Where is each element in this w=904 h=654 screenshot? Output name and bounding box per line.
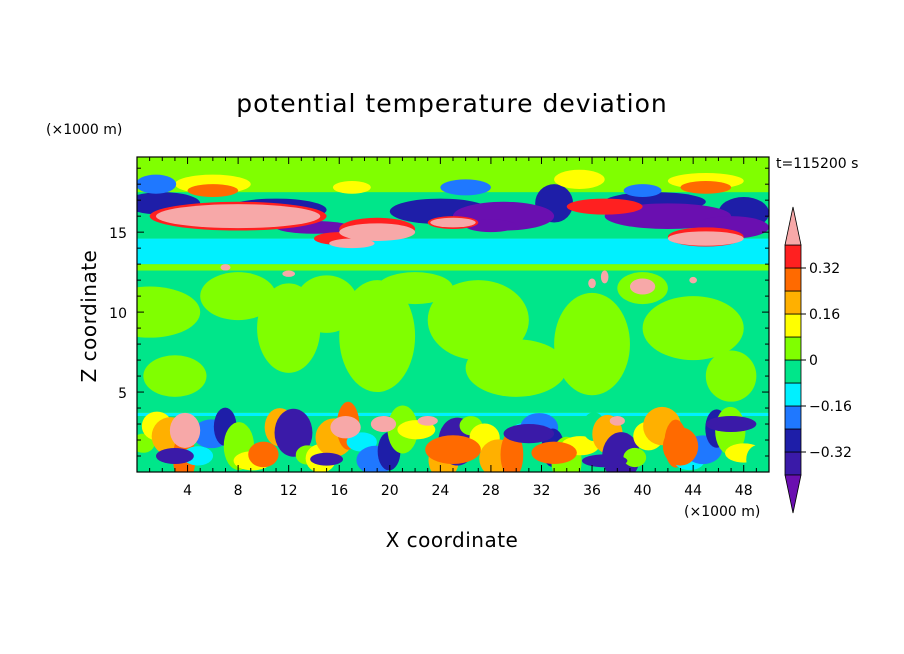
colorbar-label: 0.32 [809, 261, 840, 277]
field-blob [143, 355, 207, 397]
field-blob [330, 416, 361, 439]
field-blob [680, 180, 732, 194]
colorbar-segment [784, 336, 802, 361]
field-blob [377, 272, 453, 305]
field-band [137, 238, 769, 265]
x-tick-label: 12 [280, 483, 298, 499]
field-blob [332, 180, 371, 194]
colorbar-segment [784, 267, 802, 292]
field-blob [282, 270, 295, 277]
colorbar-segment [784, 359, 802, 384]
field-blob [329, 238, 375, 249]
field-blob [689, 276, 697, 284]
colorbar: 0.32 0.16 0 −0.16 −0.32 [784, 206, 852, 514]
field-blob [623, 184, 662, 197]
field-blob [642, 296, 744, 361]
field-blob [295, 275, 359, 333]
y-tick-label: 15 [109, 226, 127, 242]
colorbar-segment [784, 313, 802, 338]
field-blob [588, 278, 596, 289]
x-tick-label: 4 [183, 483, 192, 499]
field-blob [503, 424, 555, 444]
field-blob [705, 416, 757, 433]
field-blob [705, 350, 757, 402]
x-tick-label: 8 [234, 483, 243, 499]
field-blob [465, 219, 517, 233]
chart-title: potential temperature deviation [236, 89, 667, 118]
colorbar-segment [784, 405, 802, 430]
field-blob [339, 223, 416, 241]
x-tick-label: 16 [330, 483, 348, 499]
field-blob [623, 447, 647, 468]
colorbar-segment [784, 244, 802, 269]
x-tick-label: 36 [583, 483, 601, 499]
contour-field [137, 157, 769, 472]
colorbar-label: −0.32 [809, 445, 852, 461]
x-tick-label: 24 [431, 483, 449, 499]
field-blob [609, 416, 625, 426]
field-band [137, 412, 769, 417]
colorbar-extend-max [784, 206, 802, 246]
field-blob [200, 272, 277, 321]
y-unit-label: (×1000 m) [46, 122, 122, 138]
x-tick-label: 28 [482, 483, 500, 499]
colorbar-segment [784, 290, 802, 315]
field-band [137, 264, 769, 271]
field-blob [339, 280, 416, 393]
field-blob [427, 280, 529, 361]
x-tick-label: 48 [735, 483, 753, 499]
field-blob [581, 454, 628, 468]
colorbar-segment [784, 382, 802, 407]
colorbar-label: 0 [809, 353, 818, 369]
x-axis: 4 8 12 16 20 24 28 32 36 40 44 48 [149, 157, 757, 499]
colorbar-segment [784, 451, 802, 476]
field-blob [155, 204, 321, 229]
x-axis-label: X coordinate [386, 528, 519, 552]
y-axis: 5 10 15 [109, 167, 769, 457]
field-blob [566, 198, 643, 215]
colorbar-label: −0.16 [809, 399, 852, 415]
field-blob [600, 270, 609, 284]
field-blob [187, 184, 239, 197]
field-blob [310, 452, 344, 466]
y-tick-label: 5 [118, 386, 127, 402]
y-axis-label: Z coordinate [77, 250, 101, 383]
field-blob [248, 441, 279, 468]
field-blob [220, 264, 231, 271]
field-blob [169, 412, 201, 449]
x-tick-label: 20 [381, 483, 399, 499]
field-blob [465, 339, 567, 397]
x-tick-label: 44 [684, 483, 702, 499]
time-label: t=115200 s [776, 156, 858, 172]
field-blob [155, 448, 194, 465]
field-blob [274, 408, 313, 457]
x-unit-label: (×1000 m) [684, 504, 760, 520]
field-blob [629, 278, 656, 295]
field-blob [746, 445, 769, 472]
field-blob [554, 169, 605, 189]
field-blob [430, 217, 476, 228]
field-blob [667, 231, 744, 246]
y-tick-label: 10 [109, 306, 127, 322]
colorbar-extend-min [784, 474, 802, 514]
colorbar-segment [784, 428, 802, 453]
field-blob [370, 416, 397, 433]
field-blob [425, 435, 481, 465]
field-blob [417, 416, 438, 426]
field-blob [182, 446, 214, 466]
field-blob [662, 427, 699, 466]
x-tick-label: 40 [634, 483, 652, 499]
x-tick-label: 32 [533, 483, 551, 499]
field-blob [531, 441, 577, 465]
field-blob [554, 292, 630, 396]
field-blob [137, 174, 177, 194]
colorbar-label: 0.16 [809, 307, 840, 323]
field-blob [137, 286, 201, 338]
field-blob [440, 179, 491, 196]
